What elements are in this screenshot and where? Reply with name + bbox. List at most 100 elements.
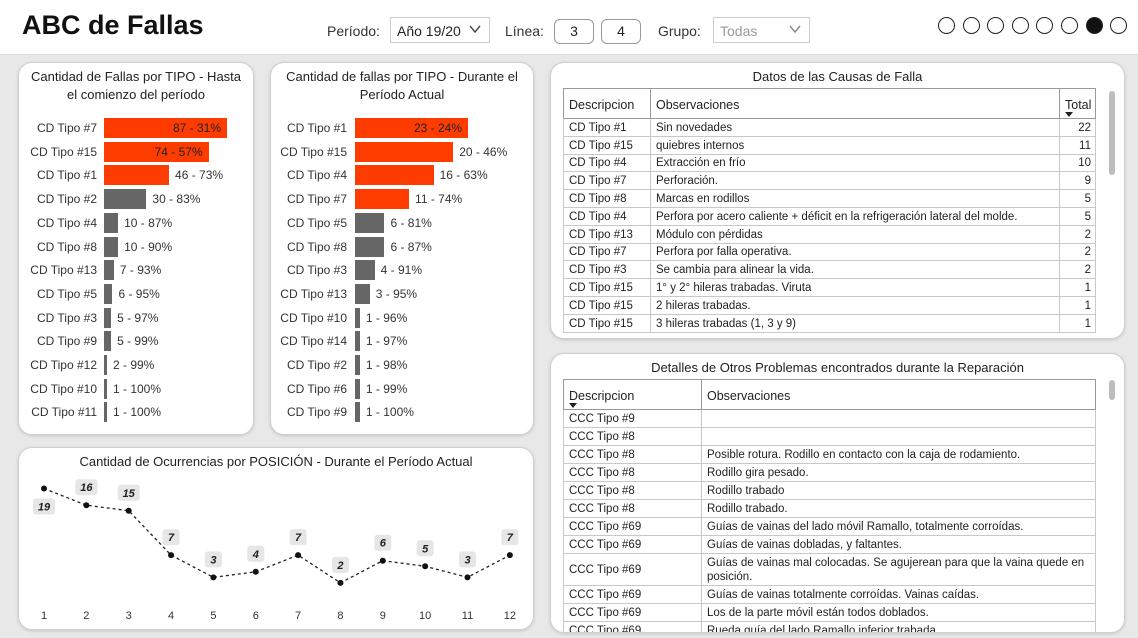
- table-row[interactable]: CCC Tipo #69 Guías de vainas totalmente c…: [563, 585, 1096, 604]
- bar[interactable]: [104, 355, 107, 375]
- table-row[interactable]: CCC Tipo #8 Posible rotura. Rodillo en co…: [563, 445, 1096, 464]
- line-point[interactable]: [379, 557, 386, 564]
- bar[interactable]: [104, 118, 227, 138]
- bar[interactable]: [355, 189, 410, 210]
- line-point[interactable]: [168, 552, 175, 559]
- bar-row[interactable]: CD Tipo #9 5 - 99%: [19, 331, 253, 352]
- bar-row[interactable]: CD Tipo #15 74 - 57%: [19, 141, 253, 162]
- otros-table-scrollbar[interactable]: [1109, 380, 1115, 400]
- col-header-total[interactable]: Total: [1059, 88, 1096, 119]
- bar-row[interactable]: CD Tipo #3 5 - 97%: [19, 307, 253, 328]
- bar[interactable]: [104, 212, 119, 233]
- line-point[interactable]: [83, 502, 90, 509]
- periodo-select[interactable]: Año 19/20: [390, 17, 490, 43]
- table-row[interactable]: CD Tipo #8 Marcas en rodillos 5: [563, 189, 1096, 208]
- grupo-select[interactable]: Todas: [713, 17, 810, 43]
- line-point[interactable]: [422, 563, 429, 570]
- bar[interactable]: [104, 378, 107, 399]
- table-row[interactable]: CD Tipo #13 Módulo con pérdidas 2: [563, 225, 1096, 244]
- bar[interactable]: [104, 165, 170, 186]
- bar[interactable]: [104, 307, 112, 328]
- bar[interactable]: [355, 236, 385, 257]
- page-dot-6[interactable]: [1060, 17, 1078, 34]
- table-row[interactable]: CD Tipo #15 3 hileras trabadas (1, 3 y 9)…: [563, 314, 1096, 333]
- line-point[interactable]: [252, 568, 259, 575]
- bar-row[interactable]: CD Tipo #1 23 - 24%: [271, 118, 533, 138]
- line-point[interactable]: [337, 579, 344, 586]
- page-dot-2[interactable]: [962, 17, 980, 34]
- bar[interactable]: [355, 118, 468, 138]
- page-dot-1[interactable]: [938, 17, 955, 34]
- bar-row[interactable]: CD Tipo #5 6 - 95%: [19, 283, 253, 304]
- table-row[interactable]: CCC Tipo #69 Rueda guía del lado Ramallo …: [563, 621, 1096, 632]
- line-point[interactable]: [125, 507, 132, 514]
- bar-row[interactable]: CD Tipo #13 7 - 93%: [19, 260, 253, 281]
- table-row[interactable]: CCC Tipo #69 Los de la parte móvil están …: [563, 603, 1096, 622]
- bar-row[interactable]: CD Tipo #7 11 - 74%: [271, 189, 533, 210]
- line-point[interactable]: [506, 552, 513, 559]
- bar-row[interactable]: CD Tipo #2 1 - 98%: [271, 355, 533, 375]
- table-row[interactable]: CD Tipo #7 Perforación. 9: [563, 171, 1096, 191]
- bar-row[interactable]: CD Tipo #6 1 - 99%: [271, 378, 533, 399]
- bar-row[interactable]: CD Tipo #12 2 - 99%: [19, 355, 253, 375]
- table-row[interactable]: CD Tipo #3 Se cambia para alinear la vida…: [563, 260, 1096, 280]
- table-row[interactable]: CCC Tipo #8 Rodillo trabado.: [563, 499, 1096, 518]
- bar-row[interactable]: CD Tipo #3 4 - 91%: [271, 260, 533, 281]
- col-header-descripcion[interactable]: Descripcion: [563, 379, 702, 410]
- table-row[interactable]: CCC Tipo #8 Rodillo gira pesado.: [563, 463, 1096, 482]
- page-dot-7[interactable]: [1085, 17, 1103, 34]
- bar-row[interactable]: CD Tipo #10 1 - 100%: [19, 378, 253, 399]
- bar-row[interactable]: CD Tipo #9 1 - 100%: [271, 402, 533, 423]
- bar-row[interactable]: CD Tipo #13 3 - 95%: [271, 283, 533, 304]
- bar[interactable]: [104, 331, 112, 352]
- line-point[interactable]: [464, 574, 471, 581]
- table-row[interactable]: CCC Tipo #69 Guías de vainas del lado móv…: [563, 517, 1096, 536]
- table-row[interactable]: CD Tipo #4 Perfora por acero caliente + d…: [563, 207, 1096, 226]
- table-row[interactable]: CCC Tipo #9: [563, 409, 1096, 428]
- table-row[interactable]: CCC Tipo #8: [563, 427, 1096, 446]
- bar[interactable]: [104, 283, 113, 304]
- bar-row[interactable]: CD Tipo #14 1 - 97%: [271, 331, 533, 352]
- bar[interactable]: [355, 165, 434, 186]
- page-dot-4[interactable]: [1011, 17, 1029, 34]
- table-row[interactable]: CD Tipo #1 Sin novedades 22: [563, 118, 1096, 137]
- bar[interactable]: [355, 260, 375, 281]
- table-row[interactable]: CD Tipo #15 quiebres internos 11: [563, 136, 1096, 155]
- bar-row[interactable]: CD Tipo #7 87 - 31%: [19, 118, 253, 138]
- page-dot-8[interactable]: [1110, 17, 1128, 34]
- bar-row[interactable]: CD Tipo #5 6 - 81%: [271, 212, 533, 233]
- bar-row[interactable]: CD Tipo #15 20 - 46%: [271, 141, 533, 162]
- bar[interactable]: [355, 331, 360, 352]
- table-row[interactable]: CCC Tipo #8 Rodillo trabado: [563, 481, 1096, 500]
- bar[interactable]: [104, 141, 209, 162]
- bar[interactable]: [104, 189, 147, 210]
- bar[interactable]: [104, 236, 119, 257]
- line-point[interactable]: [210, 574, 217, 581]
- line-point[interactable]: [41, 485, 47, 492]
- page-dot-3[interactable]: [987, 17, 1005, 34]
- linea-button-3[interactable]: 3: [554, 19, 594, 44]
- bar[interactable]: [355, 378, 360, 399]
- table-row[interactable]: CD Tipo #15 2 hileras trabadas. 1: [563, 296, 1096, 315]
- bar-row[interactable]: CD Tipo #4 10 - 87%: [19, 212, 253, 233]
- bar-row[interactable]: CD Tipo #1 46 - 73%: [19, 165, 253, 186]
- bar[interactable]: [355, 307, 360, 328]
- linea-button-4[interactable]: 4: [601, 19, 641, 44]
- table-row[interactable]: CCC Tipo #69 Guías de vainas mal colocada…: [563, 553, 1096, 586]
- bar[interactable]: [355, 141, 454, 162]
- bar-row[interactable]: CD Tipo #8 10 - 90%: [19, 236, 253, 257]
- bar[interactable]: [355, 283, 370, 304]
- bar-row[interactable]: CD Tipo #2 30 - 83%: [19, 189, 253, 210]
- bar-row[interactable]: CD Tipo #11 1 - 100%: [19, 402, 253, 423]
- bar[interactable]: [355, 212, 385, 233]
- bar[interactable]: [104, 402, 107, 423]
- line-point[interactable]: [295, 552, 302, 559]
- bar[interactable]: [104, 260, 114, 281]
- table-row[interactable]: CCC Tipo #69 Guías de vainas dobladas, y …: [563, 535, 1096, 554]
- table-row[interactable]: CD Tipo #4 Extracción en frío 10: [563, 154, 1096, 173]
- bar[interactable]: [355, 402, 360, 423]
- bar-row[interactable]: CD Tipo #10 1 - 96%: [271, 307, 533, 328]
- col-header-observaciones[interactable]: Observaciones: [650, 88, 1060, 119]
- table-row[interactable]: CD Tipo #7 Perfora por falla operativa. 2: [563, 243, 1096, 262]
- bar-row[interactable]: CD Tipo #8 6 - 87%: [271, 236, 533, 257]
